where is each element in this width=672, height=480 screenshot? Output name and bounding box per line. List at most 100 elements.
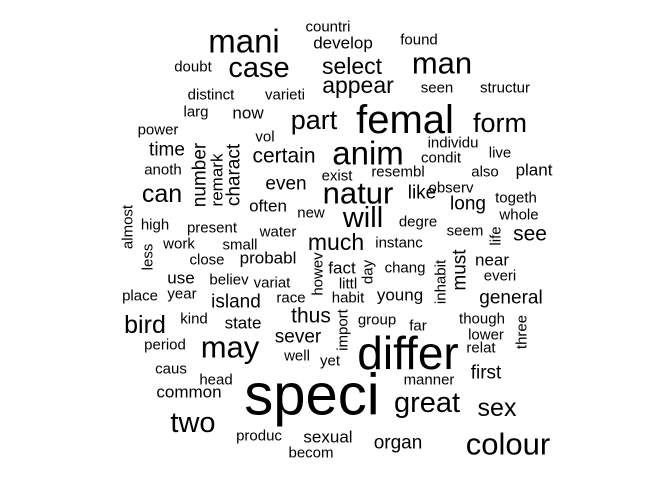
word-instanc: instanc [375, 235, 423, 252]
word-select: select [322, 53, 383, 79]
word-believ: believ [209, 272, 249, 289]
word-present: present [187, 220, 238, 237]
word-whole: whole [498, 207, 538, 224]
word-larg: larg [183, 104, 208, 121]
word-must: must [450, 249, 471, 291]
word-kind: kind [180, 311, 208, 328]
word-high: high [141, 217, 169, 234]
word-though: though [459, 311, 505, 328]
word-individu: individu [428, 135, 479, 152]
word-life: life [488, 226, 505, 245]
word-live: live [489, 145, 512, 162]
word-exist: exist [322, 168, 354, 185]
word-structur: structur [480, 80, 530, 97]
word-differ: differ [357, 327, 458, 379]
word-appear: appear [322, 72, 394, 98]
word-sexual: sexual [303, 428, 352, 447]
word-far: far [409, 318, 427, 335]
word-condit: condit [421, 150, 462, 167]
word-three: three [514, 315, 531, 349]
word-year: year [167, 286, 196, 303]
word-everi: everi [484, 268, 517, 285]
word-even: even [265, 174, 306, 195]
word-head: head [199, 372, 232, 389]
word-part: part [291, 105, 338, 135]
word-water: water [259, 224, 297, 241]
word-island: island [211, 292, 261, 313]
word-bird: bird [124, 311, 166, 339]
word-found: found [400, 32, 438, 49]
word-femal: femal [356, 98, 454, 142]
word-certain: certain [252, 145, 315, 168]
word-vol: vol [255, 129, 274, 146]
word-speci: speci [244, 363, 379, 428]
word-becom: becom [288, 445, 333, 462]
word-great: great [394, 387, 460, 419]
word-chang: chang [385, 260, 426, 277]
word-work: work [162, 236, 195, 253]
word-young: young [377, 286, 423, 305]
word-two: two [170, 407, 215, 439]
word-form: form [473, 108, 527, 138]
word-colour: colour [466, 427, 550, 462]
word-long: long [450, 194, 486, 215]
word-power: power [138, 122, 179, 139]
word-close: close [189, 252, 224, 269]
word-manner: manner [404, 372, 455, 389]
word-observ: observ [428, 180, 474, 197]
word-general: general [479, 288, 542, 309]
word-probabl: probabl [240, 249, 297, 268]
word-seen: seen [421, 80, 454, 97]
word-plant: plant [516, 161, 553, 180]
word-degre: degre [399, 214, 437, 231]
word-day: day [360, 259, 377, 284]
word-inhabit: inhabit [433, 259, 450, 304]
word-place: place [122, 288, 158, 305]
word-habit: habit [332, 290, 365, 307]
word-state: state [225, 314, 262, 333]
word-variat: variat [254, 275, 292, 292]
word-countri: countri [305, 19, 350, 36]
word-first: first [471, 363, 502, 384]
word-like: like [408, 183, 437, 204]
word-caus: caus [155, 361, 187, 378]
word-common: common [156, 383, 221, 402]
word-man: man [412, 46, 472, 81]
word-now: now [232, 104, 264, 123]
word-anoth: anoth [144, 162, 182, 179]
word-almost: almost [120, 204, 137, 249]
word-organ: organ [374, 433, 423, 454]
word-less: less [140, 244, 157, 271]
word-relat: relat [466, 340, 496, 357]
word-import: import [335, 308, 352, 351]
word-doubt: doubt [174, 59, 212, 76]
word-new: new [297, 205, 325, 222]
word-natur: natur [323, 176, 394, 211]
word-period: period [144, 337, 186, 354]
word-develop: develop [313, 34, 373, 53]
word-will: will [342, 202, 383, 234]
word-use: use [167, 269, 194, 288]
word-remark: remark [208, 153, 227, 206]
word-resembl: resembl [371, 164, 424, 181]
word-lower: lower [468, 327, 504, 344]
word-anim: anim [332, 135, 404, 172]
word-time: time [149, 140, 185, 161]
word-race: race [276, 290, 305, 307]
word-distinct: distinct [188, 87, 236, 104]
word-near: near [475, 251, 509, 270]
word-group: group [358, 312, 396, 329]
word-also: also [471, 164, 499, 181]
word-fact: fact [328, 259, 356, 278]
word-howev: howev [310, 252, 327, 296]
word-number: number [190, 142, 211, 207]
word-may: may [201, 330, 260, 365]
word-togeth: togeth [495, 190, 537, 207]
word-littl: littl [339, 276, 357, 293]
word-much: much [308, 229, 364, 255]
word-well: well [283, 348, 310, 365]
word-small: small [222, 237, 257, 254]
word-yet: yet [320, 353, 341, 370]
word-sex: sex [478, 394, 517, 422]
